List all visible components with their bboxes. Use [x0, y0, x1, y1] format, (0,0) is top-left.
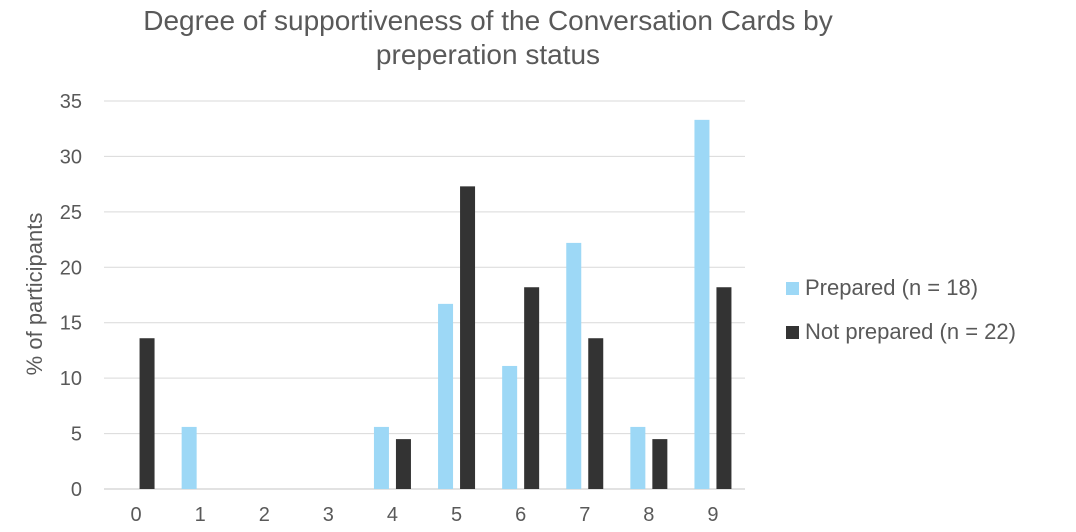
bar-not-prepared-0: [139, 338, 155, 489]
chart-title: Degree of supportiveness of the Conversa…: [100, 4, 876, 72]
bar-not-prepared-4: [395, 439, 411, 489]
x-tick-label: 0: [130, 504, 141, 526]
legend: Prepared (n = 18) Not prepared (n = 22): [786, 274, 1016, 362]
legend-swatch-not-prepared: [786, 325, 799, 339]
legend-item-not-prepared: Not prepared (n = 22): [786, 318, 1016, 346]
legend-label-not-prepared: Not prepared (n = 22): [805, 319, 1016, 344]
bar-not-prepared-5: [460, 186, 476, 490]
y-tick-label: 35: [60, 91, 82, 113]
x-tick-label: 4: [387, 504, 398, 526]
x-axis-ticks: 0 1 2 3 4 5 6 7 8 9: [130, 504, 718, 526]
bar-not-prepared-9: [716, 287, 732, 489]
bar-not-prepared-8: [652, 439, 668, 489]
x-tick-label: 1: [195, 504, 206, 526]
bar-not-prepared-7: [588, 338, 604, 489]
x-tick-label: 2: [259, 504, 270, 526]
y-axis-title: % of participants: [22, 213, 47, 376]
bar-prepared-5: [438, 303, 454, 489]
bar-prepared-9: [694, 119, 710, 490]
y-tick-label: 5: [71, 424, 82, 446]
bars: [139, 119, 732, 490]
bar-prepared-8: [630, 426, 646, 489]
bar-prepared-1: [181, 426, 197, 489]
chart-title-line-2: preperation status: [375, 39, 601, 70]
bar-prepared-6: [502, 365, 518, 489]
y-axis-ticks: 0 5 10 15 20 25 30 35: [60, 91, 82, 501]
y-tick-label: 0: [71, 479, 82, 501]
bar-prepared-7: [566, 242, 582, 489]
legend-item-prepared: Prepared (n = 18): [786, 274, 1016, 302]
bar-not-prepared-6: [524, 287, 540, 489]
legend-label-prepared: Prepared (n = 18): [805, 275, 979, 300]
y-tick-label: 20: [60, 257, 82, 279]
x-tick-label: 8: [643, 504, 654, 526]
legend-swatch-prepared: [786, 281, 799, 295]
y-tick-label: 15: [60, 313, 82, 335]
x-tick-label: 5: [451, 504, 462, 526]
y-tick-label: 25: [60, 202, 82, 224]
x-tick-label: 9: [707, 504, 718, 526]
x-tick-label: 6: [515, 504, 526, 526]
gridlines: [104, 100, 745, 490]
x-tick-label: 7: [579, 504, 590, 526]
x-tick-label: 3: [323, 504, 334, 526]
bar-prepared-4: [373, 426, 389, 489]
chart-title-line-1: Degree of supportiveness of the Conversa…: [143, 5, 833, 36]
y-tick-label: 10: [60, 368, 82, 390]
y-tick-label: 30: [60, 146, 82, 168]
